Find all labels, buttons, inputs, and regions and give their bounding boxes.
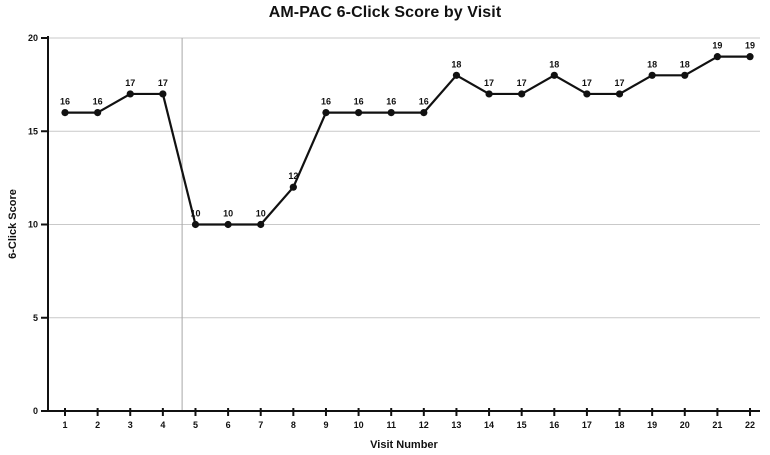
- y-tick-label: 15: [28, 126, 38, 136]
- x-tick-label: 16: [549, 420, 559, 430]
- x-tick-label: 17: [582, 420, 592, 430]
- data-point: [648, 71, 656, 79]
- data-point-label: 12: [288, 171, 298, 181]
- y-tick-label: 0: [33, 406, 38, 416]
- data-point: [518, 90, 526, 98]
- data-point-label: 18: [451, 59, 461, 69]
- data-point: [354, 109, 363, 117]
- x-tick-label: 14: [484, 420, 494, 430]
- x-tick-label: 18: [615, 420, 625, 430]
- x-tick-label: 11: [386, 420, 396, 430]
- series-line: [63, 55, 752, 226]
- data-point-label: 19: [745, 41, 755, 51]
- data-point: [289, 183, 297, 191]
- x-tick-label: 8: [291, 420, 296, 430]
- data-point-label: 16: [386, 97, 396, 107]
- x-tick-label: 9: [323, 420, 328, 430]
- data-point-label: 17: [125, 78, 135, 88]
- data-point: [322, 109, 330, 117]
- x-tick-label: 5: [193, 420, 198, 430]
- data-point-label: 17: [158, 78, 168, 88]
- data-point: [485, 90, 493, 98]
- x-tick-label: 20: [680, 420, 690, 430]
- x-tick-label: 2: [95, 420, 100, 430]
- data-point-label: 18: [680, 59, 690, 69]
- data-point-label: 10: [223, 209, 233, 219]
- chart-title: AM-PAC 6-Click Score by Visit: [268, 4, 502, 21]
- x-tick-label: 1: [62, 420, 67, 430]
- data-point-label: 17: [582, 78, 592, 88]
- x-tick-label: 3: [128, 420, 133, 430]
- x-tick-label: 4: [160, 420, 165, 430]
- x-tick-label: 19: [647, 420, 657, 430]
- data-point-label: 17: [517, 78, 527, 88]
- data-point: [159, 90, 167, 98]
- data-point: [746, 53, 754, 61]
- data-point-label: 16: [93, 97, 103, 107]
- data-point-label: 10: [190, 209, 200, 219]
- data-point: [94, 109, 102, 117]
- x-tick-label: 12: [419, 420, 429, 430]
- x-tick-label: 7: [258, 420, 263, 430]
- data-point: [713, 53, 722, 61]
- data-point-label: 19: [712, 41, 722, 51]
- data-point-label: 18: [549, 59, 559, 69]
- data-point: [191, 220, 200, 229]
- data-point-label: 18: [647, 59, 657, 69]
- x-tick-label: 21: [712, 420, 722, 430]
- data-point: [387, 109, 395, 117]
- data-point-label: 16: [354, 97, 364, 107]
- data-point-label: 16: [419, 97, 429, 107]
- data-point: [61, 109, 69, 117]
- data-point: [681, 71, 689, 79]
- data-point-label: 16: [60, 97, 70, 107]
- x-tick-label: 13: [451, 420, 461, 430]
- data-point: [257, 220, 265, 229]
- data-point: [126, 90, 134, 98]
- data-point-label: 10: [256, 209, 266, 219]
- data-point: [615, 90, 624, 98]
- x-axis-title: Visit Number: [370, 439, 438, 451]
- x-tick-label: 6: [226, 420, 231, 430]
- y-tick-label: 20: [28, 33, 38, 43]
- x-tick-label: 10: [354, 420, 364, 430]
- data-point: [550, 71, 558, 79]
- x-tick-label: 15: [517, 420, 527, 430]
- x-tick-label: 22: [745, 420, 755, 430]
- data-point: [452, 71, 461, 79]
- data-point-label: 17: [484, 78, 494, 88]
- data-point-label: 16: [321, 97, 331, 107]
- data-point: [583, 90, 591, 98]
- data-point: [224, 220, 232, 229]
- y-tick-label: 5: [33, 313, 38, 323]
- y-tick-label: 10: [28, 220, 38, 230]
- data-point-label: 17: [615, 78, 625, 88]
- data-point: [420, 109, 428, 117]
